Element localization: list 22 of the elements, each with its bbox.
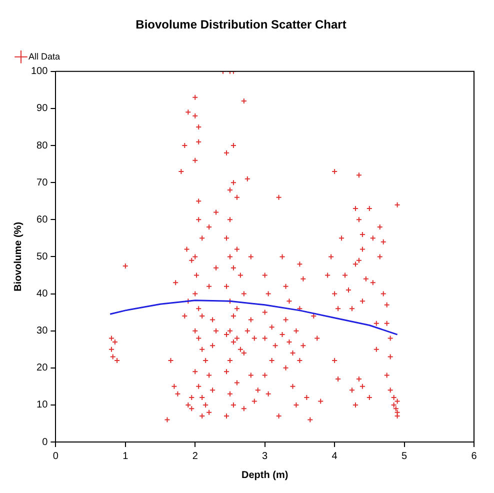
y-tick-label: 50 [36, 251, 48, 262]
y-tick-label: 60 [36, 214, 48, 226]
legend-label: All Data [28, 51, 60, 62]
y-tick-label: 10 [36, 400, 48, 411]
y-tick-label: 0 [42, 436, 48, 448]
y-tick-label: 90 [36, 103, 48, 114]
y-axis-title: Biovolume (%) [12, 222, 24, 292]
x-tick-label: 1 [122, 450, 129, 462]
x-tick-label: 6 [471, 450, 478, 462]
y-tick-label: 80 [36, 140, 48, 152]
x-tick-label: 4 [332, 450, 338, 462]
x-tick-label: 5 [402, 450, 408, 462]
x-axis-title: Depth (m) [242, 470, 288, 481]
y-tick-label: 20 [36, 362, 48, 374]
y-tick-label: 40 [36, 288, 48, 300]
x-tick-label: 3 [262, 450, 268, 462]
y-tick-label: 70 [36, 177, 48, 188]
chart-title: Biovolume Distribution Scatter Chart [136, 18, 346, 32]
x-tick-label: 2 [192, 450, 198, 462]
x-tick-label: 0 [52, 450, 59, 462]
y-tick-label: 100 [30, 66, 48, 78]
y-tick-label: 30 [36, 326, 48, 337]
